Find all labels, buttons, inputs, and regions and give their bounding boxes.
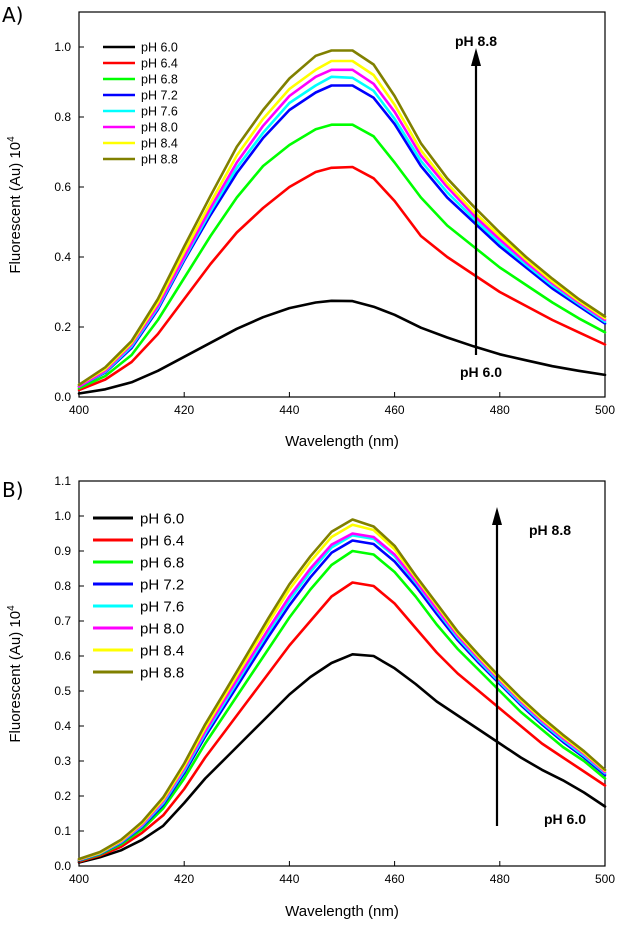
panel-b-ph-arrow	[492, 507, 502, 826]
panel-b-legend-label-ph-8-0: pH 8.0	[140, 620, 184, 637]
panel-b-legend-label-ph-8-4: pH 8.4	[140, 642, 184, 659]
panel-a-series-ph-8-8	[77, 49, 607, 387]
panel-a-y-tick-label: 0.6	[54, 180, 71, 194]
panel-a-legend-label-ph-6-0: pH 6.0	[141, 41, 178, 55]
panel-b-legend-label-ph-8-8: pH 8.8	[140, 664, 184, 681]
panel-a-legend-label-ph-8-0: pH 8.0	[141, 121, 178, 135]
panel-a-label: A)	[2, 3, 23, 27]
panel-a-ph-arrow	[471, 48, 481, 355]
panel-a-plot-frame	[78, 11, 606, 398]
panel-b-annotation-top: pH 8.8	[529, 522, 571, 538]
panel-b-series-ph-6-8	[77, 549, 607, 863]
panel-b-y-tick-label: 0.6	[54, 649, 71, 663]
panel-b-arrow-head	[492, 507, 502, 525]
panel-b-y-tick-label: 0.4	[54, 719, 71, 733]
panel-a-x-axis-title: Wavelength (nm)	[285, 433, 399, 450]
panel-a-y-ticks: 0.0 0.2 0.4 0.6 0.8 1.0	[54, 40, 84, 404]
panel-a-x-tick-label: 480	[490, 403, 510, 417]
panel-b-x-tick-label: 480	[490, 872, 510, 886]
panel-b-y-tick-label: 0.1	[54, 824, 71, 838]
panel-a-y-tick-label: 0.8	[54, 110, 71, 124]
panel-a-annotation-top: pH 8.8	[455, 33, 497, 49]
panel-b-legend-label-ph-7-2: pH 7.2	[140, 576, 184, 593]
panel-a-y-tick-label: 0.2	[54, 320, 71, 334]
panel-b-y-tick-label: 0.7	[54, 614, 71, 628]
panel-b-y-axis-title: Fluorescent (Au) 104	[6, 605, 24, 743]
panel-b-legend-label-ph-6-4: pH 6.4	[140, 532, 184, 549]
panel-b-y-tick-label: 0.8	[54, 579, 71, 593]
panel-b-curves	[77, 518, 607, 864]
panel-b-plot-frame	[78, 480, 606, 867]
panel-b-x-tick-label: 460	[385, 872, 405, 886]
panel-b-y-tick-label: 1.0	[54, 509, 71, 523]
panel-a-y-axis-title: Fluorescent (Au) 104	[6, 136, 24, 274]
panel-a-legend-label-ph-8-4: pH 8.4	[141, 137, 178, 151]
panel-b-annotation-bottom: pH 6.0	[544, 811, 586, 827]
panel-b-y-tick-label: 0.5	[54, 684, 71, 698]
panel-b-x-tick-label: 420	[174, 872, 194, 886]
panel-a-legend-label-ph-6-4: pH 6.4	[141, 57, 178, 71]
panel-a-y-tick-label: 0.4	[54, 250, 71, 264]
panel-b: B) 400 420 440 460 480 500 0.0 0.1 0.2 0.3 0.4 0.5…	[2, 474, 615, 920]
panel-b-x-tick-label: 500	[595, 872, 615, 886]
panel-b-y-ticks: 0.0 0.1 0.2 0.3 0.4 0.5 0.6 0.7 0.8 0.9 1.0 1.1	[54, 474, 84, 873]
panel-a-legend-label-ph-8-8: pH 8.8	[141, 153, 178, 167]
panel-b-x-tick-label: 440	[279, 872, 299, 886]
panel-a-y-tick-label: 1.0	[54, 40, 71, 54]
panel-a-x-tick-label: 500	[595, 403, 615, 417]
panel-b-y-axis-title-exponent: 4	[6, 605, 17, 611]
panel-a-legend-label-ph-6-8: pH 6.8	[141, 73, 178, 87]
panel-b-y-tick-label: 1.1	[54, 474, 71, 488]
panel-a-curves	[77, 49, 607, 395]
panel-b-series-ph-6-0	[77, 652, 607, 864]
panel-a-y-axis-title-main: Fluorescent (Au) 10	[7, 142, 24, 274]
panel-b-series-ph-6-4	[77, 581, 607, 864]
panel-a-series-ph-6-8	[77, 123, 607, 390]
panel-b-y-tick-label: 0.0	[54, 859, 71, 873]
panel-a-y-tick-label: 0.0	[54, 390, 71, 404]
panel-a-legend-label-ph-7-2: pH 7.2	[141, 89, 178, 103]
panel-a-legend: pH 6.0 pH 6.4 pH 6.8 pH 7.2 pH 7.6 pH 8.0 pH 8…	[103, 41, 178, 167]
panel-a-series-ph-6-0	[77, 299, 607, 395]
panel-a: A) 400 420 440 460 480 500 0.0 0.2 0.4 0.6 0.8 1.0…	[2, 3, 615, 450]
panel-a-series-ph-8-4	[77, 59, 607, 387]
panel-b-x-axis-title: Wavelength (nm)	[285, 903, 399, 920]
panel-b-series-ph-8-8	[77, 518, 607, 861]
panel-a-x-tick-label: 440	[279, 403, 299, 417]
panel-a-x-tick-label: 460	[385, 403, 405, 417]
panel-a-x-tick-label: 400	[69, 403, 89, 417]
panel-a-x-ticks: 400 420 440 460 480 500	[69, 392, 615, 417]
panel-a-arrow-head	[471, 48, 481, 66]
panel-b-legend-label-ph-6-8: pH 6.8	[140, 554, 184, 571]
panel-b-x-tick-label: 400	[69, 872, 89, 886]
panel-b-legend-label-ph-6-0: pH 6.0	[140, 510, 184, 527]
panel-a-annotation-bottom: pH 6.0	[460, 364, 502, 380]
panel-b-label: B)	[2, 478, 24, 502]
panel-a-x-tick-label: 420	[174, 403, 194, 417]
panel-a-y-axis-title-exponent: 4	[6, 136, 17, 142]
panel-b-y-tick-label: 0.3	[54, 754, 71, 768]
panel-b-x-ticks: 400 420 440 460 480 500	[69, 861, 615, 886]
panel-a-series-ph-8-0	[77, 68, 607, 388]
panel-a-series-ph-6-4	[77, 165, 607, 392]
panel-a-legend-label-ph-7-6: pH 7.6	[141, 105, 178, 119]
panel-b-legend-label-ph-7-6: pH 7.6	[140, 598, 184, 615]
panel-b-y-axis-title-main: Fluorescent (Au) 10	[7, 611, 24, 743]
panel-b-y-tick-label: 0.2	[54, 789, 71, 803]
panel-b-legend: pH 6.0 pH 6.4 pH 6.8 pH 7.2 pH 7.6 pH 8.0 pH 8…	[93, 510, 184, 681]
panel-b-y-tick-label: 0.9	[54, 544, 71, 558]
